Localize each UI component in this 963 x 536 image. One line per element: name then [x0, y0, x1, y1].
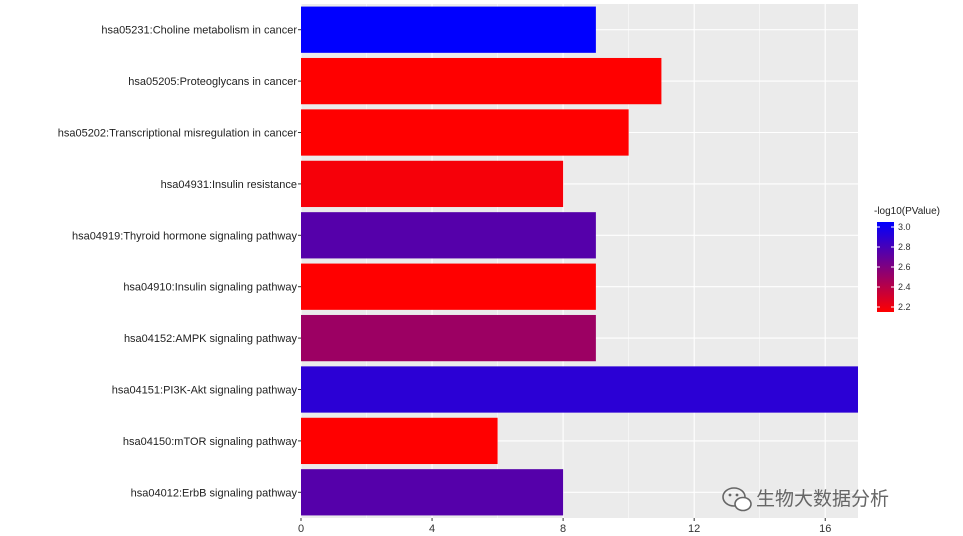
legend-tick-label: 2.8 — [898, 242, 911, 252]
x-tick-label: 4 — [429, 523, 435, 535]
category-labels: hsa05231:Choline metabolism in cancer hsa… — [58, 25, 301, 499]
legend-tick-label: 2.4 — [898, 282, 911, 292]
x-tick-label: 16 — [819, 523, 831, 535]
legend-tick-label: 2.6 — [898, 262, 911, 272]
category-label: hsa04152:AMPK signaling pathway — [124, 333, 298, 345]
bar — [301, 109, 629, 156]
category-label: hsa05202:Transcriptional misregulation i… — [58, 128, 298, 140]
bar — [301, 57, 662, 105]
bars — [301, 6, 858, 516]
bar — [301, 469, 564, 516]
bar — [301, 263, 596, 310]
category-label: hsa04151:PI3K-Akt signaling pathway — [112, 385, 298, 397]
bar — [301, 366, 858, 413]
legend-colorbar — [877, 222, 894, 312]
x-tick-label: 12 — [688, 523, 700, 535]
watermark-text: 生物大数据分析 — [756, 488, 889, 510]
category-label: hsa04012:ErbB signaling pathway — [131, 487, 298, 499]
category-label: hsa04150:mTOR signaling pathway — [123, 436, 298, 448]
legend-tick-label: 2.2 — [898, 302, 911, 312]
color-legend: -log10(PValue) 3.0 2.8 2.6 2.4 2.2 — [874, 206, 940, 312]
category-label: hsa05205:Proteoglycans in cancer — [128, 76, 297, 88]
x-axis: 0 4 8 12 16 — [298, 518, 831, 535]
watermark: 生物大数据分析 — [722, 487, 889, 512]
legend-title: -log10(PValue) — [874, 206, 940, 217]
bar — [301, 6, 596, 53]
x-tick-label: 0 — [298, 523, 304, 535]
bar — [301, 160, 564, 208]
category-label: hsa04931:Insulin resistance — [161, 179, 297, 191]
category-label: hsa04910:Insulin signaling pathway — [123, 282, 297, 294]
wechat-icon — [722, 487, 752, 512]
category-label: hsa05231:Choline metabolism in cancer — [101, 25, 297, 37]
bar — [301, 212, 596, 259]
bar — [301, 314, 596, 362]
bar — [301, 417, 498, 465]
category-label: hsa04919:Thyroid hormone signaling pathw… — [72, 230, 298, 242]
x-tick-label: 8 — [560, 523, 566, 535]
legend-tick-label: 3.0 — [898, 222, 911, 232]
